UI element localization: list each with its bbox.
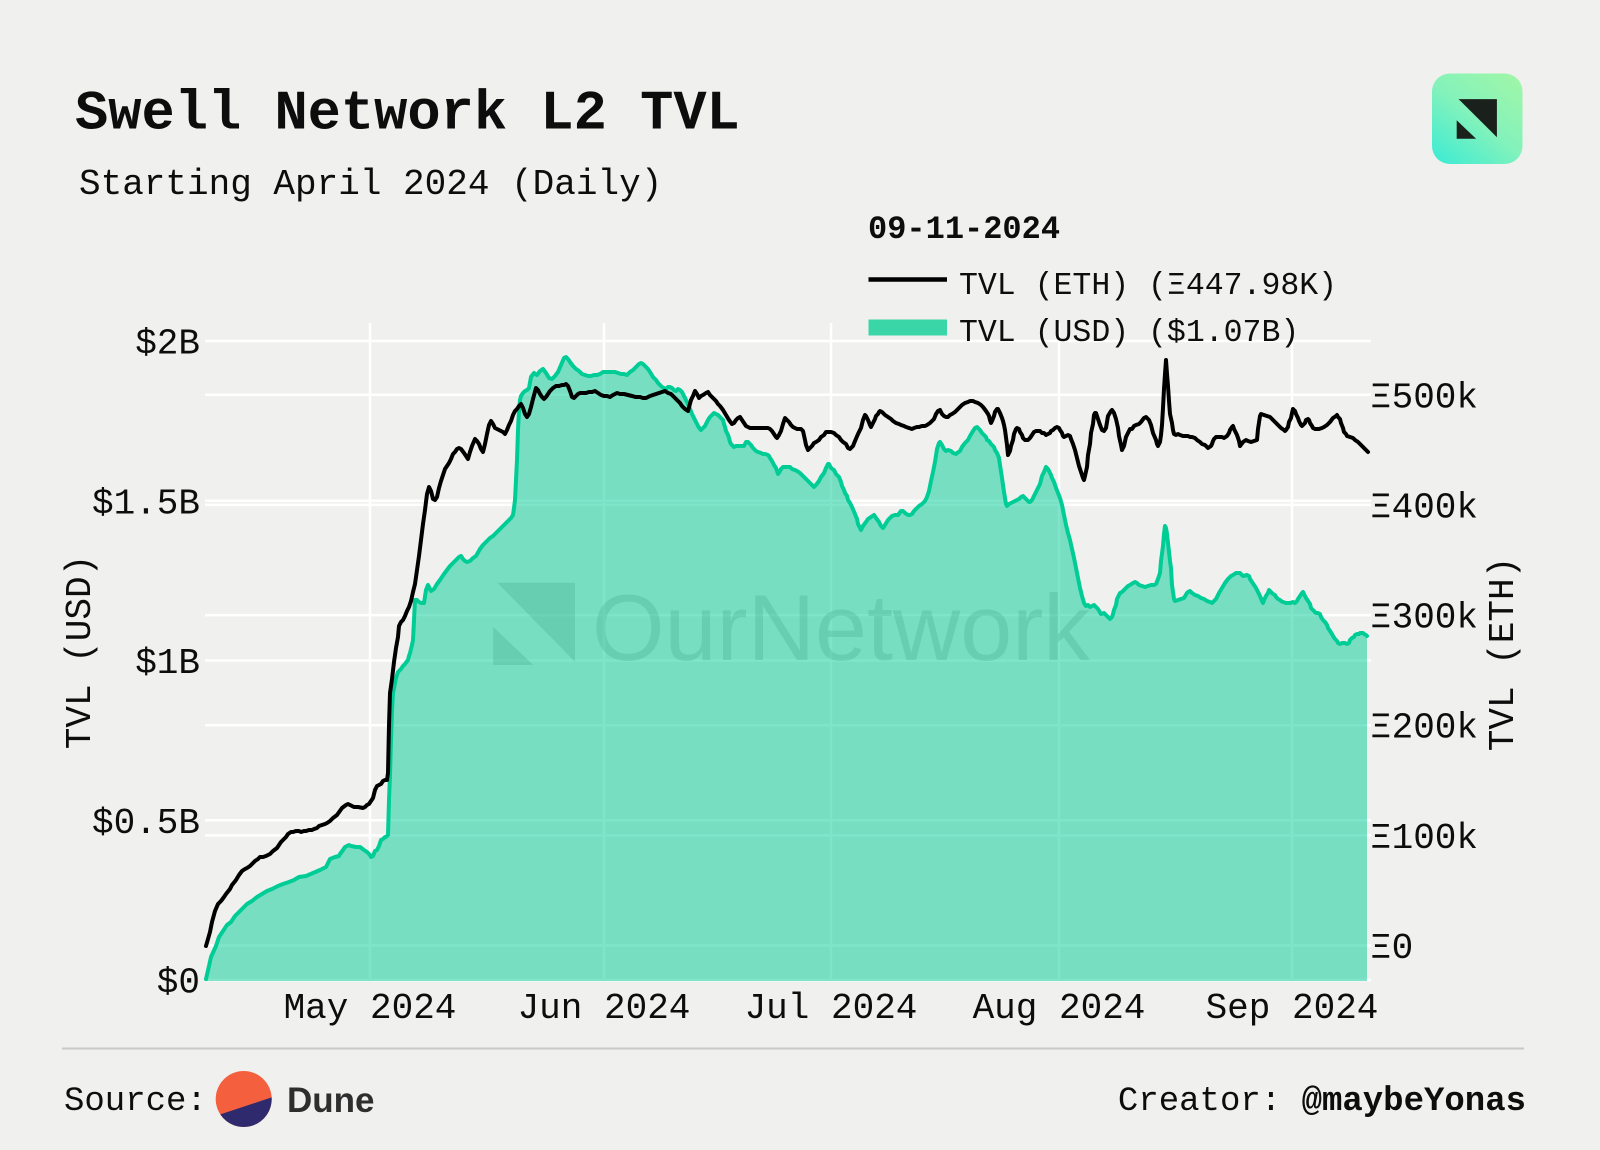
svg-text:Jul 2024: Jul 2024 (745, 988, 918, 1029)
svg-text:$0.5B: $0.5B (92, 803, 200, 844)
svg-text:Sep 2024: Sep 2024 (1206, 988, 1379, 1029)
svg-text:$2B: $2B (135, 324, 200, 365)
svg-text:Ξ500k: Ξ500k (1370, 377, 1478, 418)
svg-text:Jun 2024: Jun 2024 (518, 988, 691, 1029)
svg-text:Dune: Dune (287, 1081, 375, 1120)
svg-text:Ξ100k: Ξ100k (1370, 818, 1478, 859)
svg-text:$0: $0 (157, 963, 200, 1004)
svg-text:Swell Network L2 TVL: Swell Network L2 TVL (75, 83, 740, 146)
svg-text:Creator: @maybeYonas: Creator: @maybeYonas (1118, 1083, 1526, 1121)
svg-text:TVL (ETH): TVL (ETH) (1483, 557, 1524, 751)
svg-text:$1B: $1B (135, 643, 200, 684)
svg-text:Ξ400k: Ξ400k (1370, 487, 1478, 528)
svg-text:Aug 2024: Aug 2024 (973, 988, 1146, 1029)
svg-text:Starting April 2024 (Daily): Starting April 2024 (Daily) (79, 164, 662, 205)
svg-text:Ξ300k: Ξ300k (1370, 598, 1478, 639)
svg-text:TVL (USD) ($1.07B): TVL (USD) ($1.07B) (959, 316, 1299, 351)
svg-text:$1.5B: $1.5B (92, 483, 200, 524)
svg-text:TVL (ETH) (Ξ447.98K): TVL (ETH) (Ξ447.98K) (959, 269, 1337, 304)
svg-text:Ξ0: Ξ0 (1370, 928, 1413, 969)
svg-text:May 2024: May 2024 (284, 988, 457, 1029)
svg-text:TVL (USD): TVL (USD) (60, 555, 101, 749)
svg-text:Ξ200k: Ξ200k (1370, 708, 1478, 749)
svg-text:Source:: Source: (64, 1083, 207, 1121)
svg-text:09-11-2024: 09-11-2024 (868, 211, 1060, 248)
